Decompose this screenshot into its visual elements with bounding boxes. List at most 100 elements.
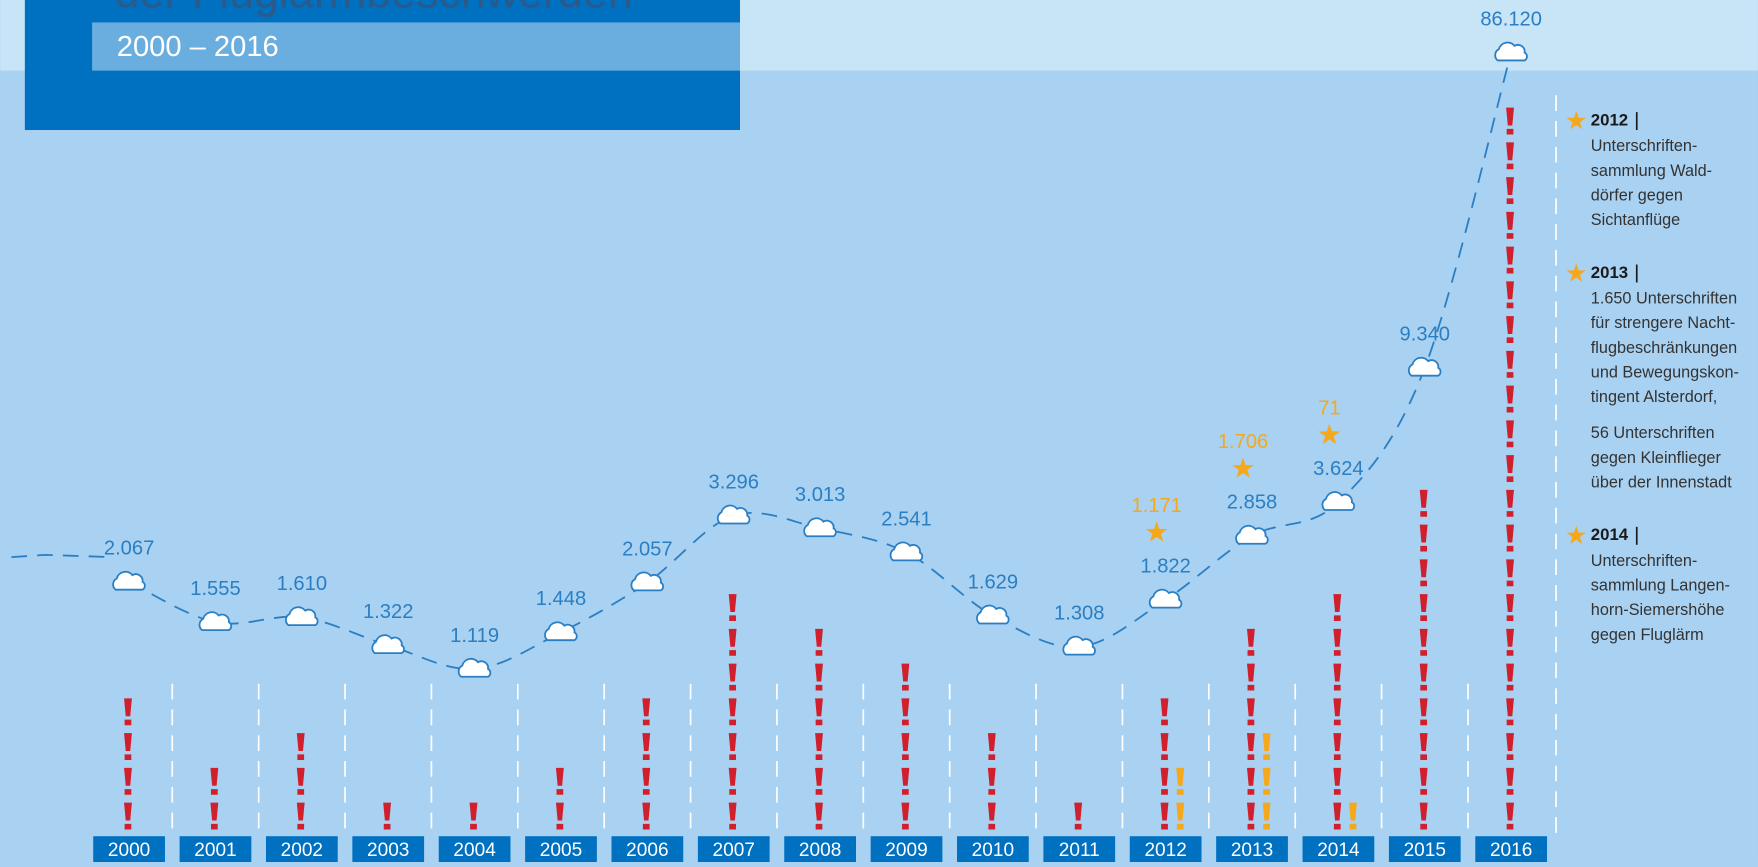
year-box (697, 836, 770, 862)
exclamation-icon (1506, 246, 1514, 274)
exclamation-icon (296, 802, 305, 830)
exclamation-icon (1506, 281, 1514, 309)
exclamation-icon (728, 594, 737, 621)
exclamation-icon (1333, 628, 1342, 656)
exclamation-icon (815, 767, 823, 795)
annotation-star (1566, 525, 1586, 544)
exclamation-icon (1506, 524, 1514, 552)
exclamation-icon (1419, 663, 1428, 691)
exclamation-icon (124, 698, 132, 726)
exclamation-icon (642, 698, 651, 726)
exclamation-icon (1176, 767, 1185, 795)
exclamation-icon (1419, 802, 1428, 830)
x-tick-label: 2005 (540, 840, 582, 861)
exclamation-icon (815, 733, 823, 760)
star-marker (1146, 521, 1168, 542)
exclamation-icon (1246, 628, 1255, 656)
exclamation-icon (901, 767, 910, 795)
year-box (1216, 836, 1288, 862)
cloud-marker (803, 517, 837, 538)
exclamation-icon (815, 663, 823, 691)
value-label: 2.067 (104, 538, 154, 560)
cloud-marker (716, 504, 751, 525)
exclamation-icon (1506, 628, 1514, 656)
year-box (1302, 836, 1375, 862)
exclamation-icon (1506, 594, 1514, 621)
year-box (352, 836, 425, 862)
cloud-marker (889, 541, 924, 562)
exclamation-icon (728, 767, 737, 795)
exclamation-icon (987, 733, 996, 760)
exclamation-icon (124, 802, 132, 830)
annotation-text: 1.650 Unterschriften (1591, 290, 1737, 308)
cloud-marker (112, 570, 146, 591)
x-tick-label: 2001 (194, 840, 236, 861)
exclamation-icon (901, 802, 910, 830)
exclamation-icon (1246, 733, 1255, 760)
exclamation-icon (1506, 767, 1514, 795)
cloud-marker (1321, 491, 1356, 511)
cloud-marker (1235, 524, 1269, 545)
x-tick-label: 2009 (885, 840, 927, 861)
value-label: 1.322 (363, 601, 413, 623)
x-tick-label: 2004 (453, 840, 496, 861)
value-label: 86.120 (1480, 8, 1542, 30)
cloud-marker (457, 657, 492, 678)
annotation-year: 2013 (1591, 263, 1628, 282)
exclamation-icon (210, 802, 219, 830)
chart-title: der Fluglärmbeschwerden (115, 0, 633, 17)
star-marker (1232, 457, 1254, 478)
exclamation-icon (1262, 733, 1271, 760)
exclamation-icon (1506, 316, 1514, 344)
exclamation-icon (1506, 177, 1514, 205)
x-tick-label: 2003 (367, 840, 409, 861)
exclamation-icon (1419, 559, 1428, 587)
year-box (179, 836, 252, 862)
exclamation-icon (728, 663, 737, 691)
x-tick-label: 2000 (108, 840, 150, 861)
star-label: 1.171 (1131, 495, 1181, 517)
annotation-star (1566, 110, 1586, 130)
exclamation-icon (901, 698, 910, 726)
cloud-marker (1494, 41, 1528, 62)
value-label: 1.610 (277, 573, 327, 595)
cloud-marker (1407, 356, 1442, 377)
exclamation-icon (1246, 802, 1255, 830)
annotation-star (1566, 263, 1586, 282)
annotation-text: horn-Siemershöhe (1591, 601, 1725, 619)
value-label: 3.624 (1313, 458, 1363, 480)
x-tick-label: 2012 (1144, 840, 1186, 861)
star-label: 71 (1318, 397, 1340, 419)
exclamation-icon (1333, 802, 1342, 830)
year-box (611, 836, 684, 862)
year-box (957, 836, 1029, 862)
exclamation-icon (1506, 107, 1514, 135)
annotation-text: Unterschriften- (1591, 137, 1698, 155)
annotation-text: 56 Unterschriften (1591, 424, 1715, 442)
year-box (1129, 836, 1202, 862)
value-label: 1.308 (1054, 603, 1104, 625)
exclamation-icon (901, 663, 910, 691)
exclamation-icon (1506, 211, 1514, 239)
cloud-marker (1148, 588, 1183, 609)
exclamation-icon (1160, 733, 1169, 760)
exclamation-icon (815, 628, 823, 656)
year-box (438, 836, 511, 862)
chart-subtitle: 2000 – 2016 (117, 31, 279, 63)
exclamation-icon (1506, 350, 1514, 378)
annotation-text: sammlung Langen- (1591, 577, 1730, 595)
year-box (784, 836, 856, 862)
cloud-marker (1062, 635, 1096, 656)
x-tick-label: 2010 (972, 840, 1014, 861)
exclamation-icon (1419, 628, 1428, 656)
x-tick-label: 2014 (1317, 840, 1360, 861)
exclamation-icon (1333, 767, 1342, 795)
year-box (93, 836, 165, 862)
exclamation-icon (1419, 698, 1428, 726)
exclamation-icon (555, 767, 564, 795)
x-tick-label: 2008 (799, 840, 841, 861)
exclamation-icon (1160, 802, 1169, 830)
exclamation-icon (1160, 698, 1169, 726)
year-box (870, 836, 943, 862)
